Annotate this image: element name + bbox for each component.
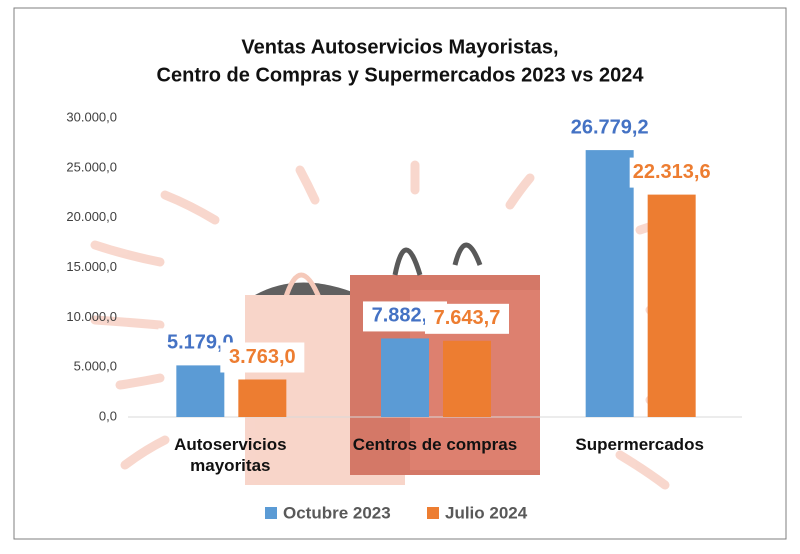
value-label: 7.882,5 <box>372 305 439 327</box>
value-label: 5.179,0 <box>167 332 234 354</box>
y-tick-label: 30.000,0 <box>66 109 117 124</box>
value-label: 26.779,2 <box>571 116 649 138</box>
x-tick-label: Centros de compras <box>352 435 518 454</box>
chart-title: Ventas Autoservicios Mayoristas, <box>241 36 558 58</box>
x-tick-label: Autoservicios mayoritas <box>174 435 287 475</box>
value-label-bg <box>567 113 652 144</box>
legend-label: Julio 2024 <box>445 503 528 522</box>
bar <box>381 338 429 417</box>
value-label-bg <box>629 157 714 188</box>
y-tick-label: 0,0 <box>99 408 117 423</box>
value-label: 3.763,0 <box>229 346 296 368</box>
legend-label: Octubre 2023 <box>283 503 391 522</box>
y-tick-label: 15.000,0 <box>66 259 117 274</box>
legend-swatch <box>427 507 439 519</box>
x-tick-label: Supermercados <box>575 435 704 454</box>
y-tick-label: 10.000,0 <box>66 309 117 324</box>
y-tick-label: 25.000,0 <box>66 159 117 174</box>
value-label-bg <box>425 303 509 334</box>
bar <box>238 379 287 417</box>
legend-swatch <box>265 507 277 519</box>
value-label: 22.313,6 <box>633 161 711 183</box>
y-tick-label: 5.000,0 <box>74 359 117 374</box>
y-tick-label: 20.000,0 <box>66 209 117 224</box>
value-label-bg <box>220 342 305 373</box>
bar <box>443 340 491 417</box>
bar <box>585 150 634 417</box>
value-label: 7.643,7 <box>434 307 501 329</box>
bar <box>176 365 225 417</box>
bar <box>647 194 696 417</box>
chart-title: Centro de Compras y Supermercados 2023 v… <box>157 64 645 86</box>
